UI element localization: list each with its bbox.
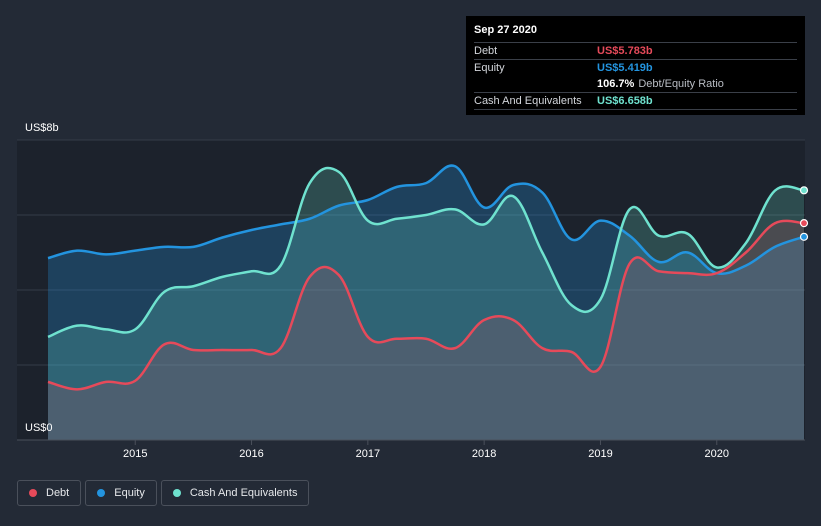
tooltip-debt-label: Debt: [474, 45, 498, 57]
tooltip-ratio-label: Debt/Equity Ratio: [638, 78, 724, 90]
x-tick-label-2016: 2016: [239, 448, 263, 460]
tooltip-date: Sep 27 2020: [474, 24, 537, 36]
legend-dot-cash: [172, 489, 181, 497]
tooltip-ratio-value: 106.7%: [597, 78, 635, 90]
legend-label-cash: Cash And Equivalents: [189, 487, 298, 499]
tooltip-equity-value: US$5.419b: [597, 62, 653, 74]
tooltip-row-ratio: 106.7% Debt/Equity Ratio: [474, 76, 797, 92]
x-tick-label-2017: 2017: [356, 448, 380, 460]
legend-dot-debt: [29, 489, 37, 497]
legend-item-cash[interactable]: Cash And Equivalents: [160, 480, 310, 506]
series-endpoints: [799, 186, 809, 241]
x-tick-label-2018: 2018: [472, 448, 496, 460]
tooltip-equity-label: Equity: [474, 62, 505, 74]
legend-dot-equity: [97, 489, 106, 497]
cash-area: [48, 168, 804, 440]
equity-line: [47, 164, 805, 275]
cash-line: [47, 166, 805, 339]
tooltip-debt-value: US$5.783b: [597, 45, 653, 57]
legend-label-debt: Debt: [46, 487, 70, 499]
x-tick-label-2019: 2019: [588, 448, 612, 460]
legend-item-debt[interactable]: Debt: [17, 480, 82, 506]
series-areas: [48, 165, 804, 440]
tooltip-panel: Sep 27 2020 Debt US$5.783b Equity US$5.4…: [466, 16, 805, 115]
tooltip-cash-value: US$6.658b: [597, 95, 653, 107]
debt-endpoint: [799, 219, 809, 228]
equity-endpoint: [799, 232, 809, 241]
tooltip-row-equity: Equity US$5.419b: [474, 59, 797, 76]
debt-area: [48, 220, 804, 440]
tooltip-row-cash: Cash And Equivalents US$6.658b: [474, 92, 797, 110]
debt-line: [47, 219, 805, 391]
y-axis-top-label: US$8b: [25, 122, 59, 134]
y-axis-bottom-label: US$0: [25, 422, 53, 434]
x-axis-ticks: 2015 2016 2017 2018 2019 2020: [123, 440, 729, 460]
x-tick-label-2015: 2015: [123, 448, 147, 460]
cash-endpoint: [799, 186, 809, 195]
tooltip-cash-label: Cash And Equivalents: [474, 95, 582, 107]
tooltip-row-debt: Debt US$5.783b: [474, 42, 797, 59]
legend-label-equity: Equity: [114, 487, 145, 499]
x-tick-label-2020: 2020: [705, 448, 729, 460]
legend-item-equity[interactable]: Equity: [85, 480, 157, 506]
series-lines: [47, 164, 805, 391]
legend: Debt Equity Cash And Equivalents: [17, 480, 310, 506]
